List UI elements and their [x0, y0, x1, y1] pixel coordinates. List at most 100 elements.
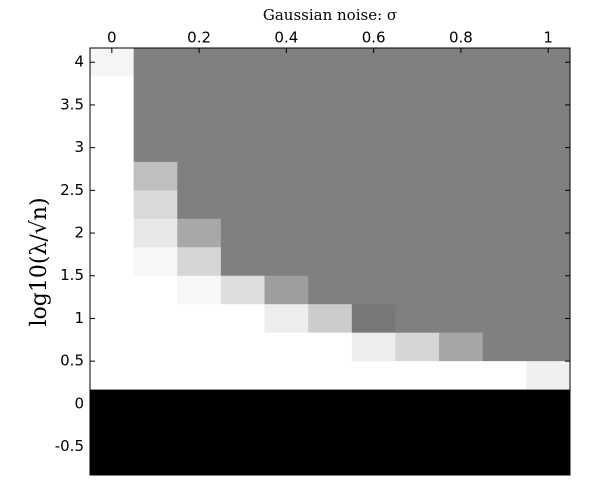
heatmap-cell — [177, 76, 222, 106]
heatmap-cell — [220, 76, 266, 106]
heatmap-cell — [90, 389, 135, 419]
heatmap-cell — [395, 247, 440, 277]
heatmap-cell — [90, 332, 135, 362]
heatmap-cell — [395, 218, 440, 248]
heatmap-cell — [482, 161, 527, 191]
heatmap-cell — [90, 76, 135, 106]
heatmap-cell — [177, 304, 222, 334]
heatmap-cell — [177, 418, 222, 448]
heatmap-cell — [177, 133, 222, 163]
heatmap-cell — [264, 104, 309, 134]
heatmap-cell — [526, 247, 571, 277]
y-tick-label: 2.5 — [60, 181, 84, 199]
heatmap-cell — [220, 275, 266, 305]
heatmap-cell — [395, 161, 440, 191]
heatmap-cell — [526, 190, 571, 220]
heatmap-cell — [351, 332, 396, 362]
heatmap-cell — [439, 275, 484, 305]
y-tick-label: 1 — [74, 309, 84, 327]
heatmap-cell — [308, 275, 353, 305]
heatmap-cell — [264, 133, 309, 163]
heatmap-cell — [220, 361, 266, 391]
heatmap-cell — [90, 161, 135, 191]
heatmap-cell — [133, 304, 178, 334]
heatmap-cell — [351, 133, 396, 163]
heatmap-cell — [308, 361, 353, 391]
heatmap-cell — [439, 304, 484, 334]
y-tick-label: 3 — [74, 138, 84, 156]
heatmap-cell — [90, 190, 135, 220]
heatmap-cell — [220, 247, 266, 277]
y-tick-label: -0.5 — [55, 437, 84, 455]
heatmap-cell — [177, 332, 222, 362]
heatmap-cell — [482, 218, 527, 248]
heatmap-cell — [439, 133, 484, 163]
heatmap-cell — [90, 275, 135, 305]
heatmap-cell — [395, 76, 440, 106]
heatmap-cell — [526, 161, 571, 191]
heatmap-cell — [395, 389, 440, 419]
heatmap-cell — [439, 332, 484, 362]
heatmap-cell — [133, 247, 178, 277]
heatmap-cell — [439, 190, 484, 220]
heatmap-cell — [482, 418, 527, 448]
heatmap-cell — [90, 133, 135, 163]
heatmap-cell — [351, 76, 396, 106]
heatmap-cell — [90, 218, 135, 248]
heatmap-cell — [526, 332, 571, 362]
x-tick-label: 0.6 — [362, 29, 386, 47]
heatmap-cell — [133, 133, 178, 163]
heatmap-cell — [177, 104, 222, 134]
heatmap-cell — [308, 446, 353, 476]
heatmap-cell — [482, 389, 527, 419]
heatmap-cell — [482, 48, 527, 77]
heatmap-cell — [264, 418, 309, 448]
heatmap-cell — [439, 418, 484, 448]
heatmap-cell — [220, 48, 266, 77]
heatmap-cell — [90, 247, 135, 277]
heatmap-cell — [308, 161, 353, 191]
heatmap-cell — [264, 218, 309, 248]
heatmap-cell — [133, 48, 178, 77]
heatmap-cell — [351, 247, 396, 277]
plot-frame — [89, 47, 571, 476]
heatmap-cell — [526, 218, 571, 248]
heatmap-cell — [351, 418, 396, 448]
heatmap-cell — [395, 304, 440, 334]
heatmap-cell — [264, 332, 309, 362]
heatmap-cell — [308, 304, 353, 334]
heatmap-cell — [526, 104, 571, 134]
x-tick-label: 0.2 — [187, 29, 211, 47]
x-tick-label: 0.4 — [274, 29, 298, 47]
heatmap-cell — [308, 332, 353, 362]
heatmap-cell — [526, 389, 571, 419]
heatmap-cell — [133, 361, 178, 391]
heatmap-cell — [133, 418, 178, 448]
heatmap-cell — [395, 418, 440, 448]
y-tick-label: 1.5 — [60, 266, 84, 284]
heatmap-cell — [133, 190, 178, 220]
heatmap-cell — [395, 48, 440, 77]
heatmap-cell — [220, 133, 266, 163]
y-tick-label: 3.5 — [60, 95, 84, 113]
heatmap-cell — [351, 104, 396, 134]
heatmap-cell — [351, 161, 396, 191]
heatmap-cell — [482, 247, 527, 277]
heatmap-cell — [395, 332, 440, 362]
heatmap-cell — [308, 190, 353, 220]
heatmap-cell — [264, 389, 309, 419]
heatmap-cell — [264, 275, 309, 305]
heatmap-cell — [308, 104, 353, 134]
heatmap-cell — [526, 76, 571, 106]
heatmap-cell — [351, 304, 396, 334]
y-tick-label: 2 — [74, 224, 84, 242]
heatmap-cell — [351, 361, 396, 391]
heatmap-cell — [351, 275, 396, 305]
heatmap-cell — [439, 247, 484, 277]
chart-title: Gaussian noise: σ — [263, 6, 397, 24]
heatmap-cell — [220, 304, 266, 334]
heatmap-cell — [482, 332, 527, 362]
heatmap-cell — [220, 161, 266, 191]
heatmap-cell — [133, 389, 178, 419]
